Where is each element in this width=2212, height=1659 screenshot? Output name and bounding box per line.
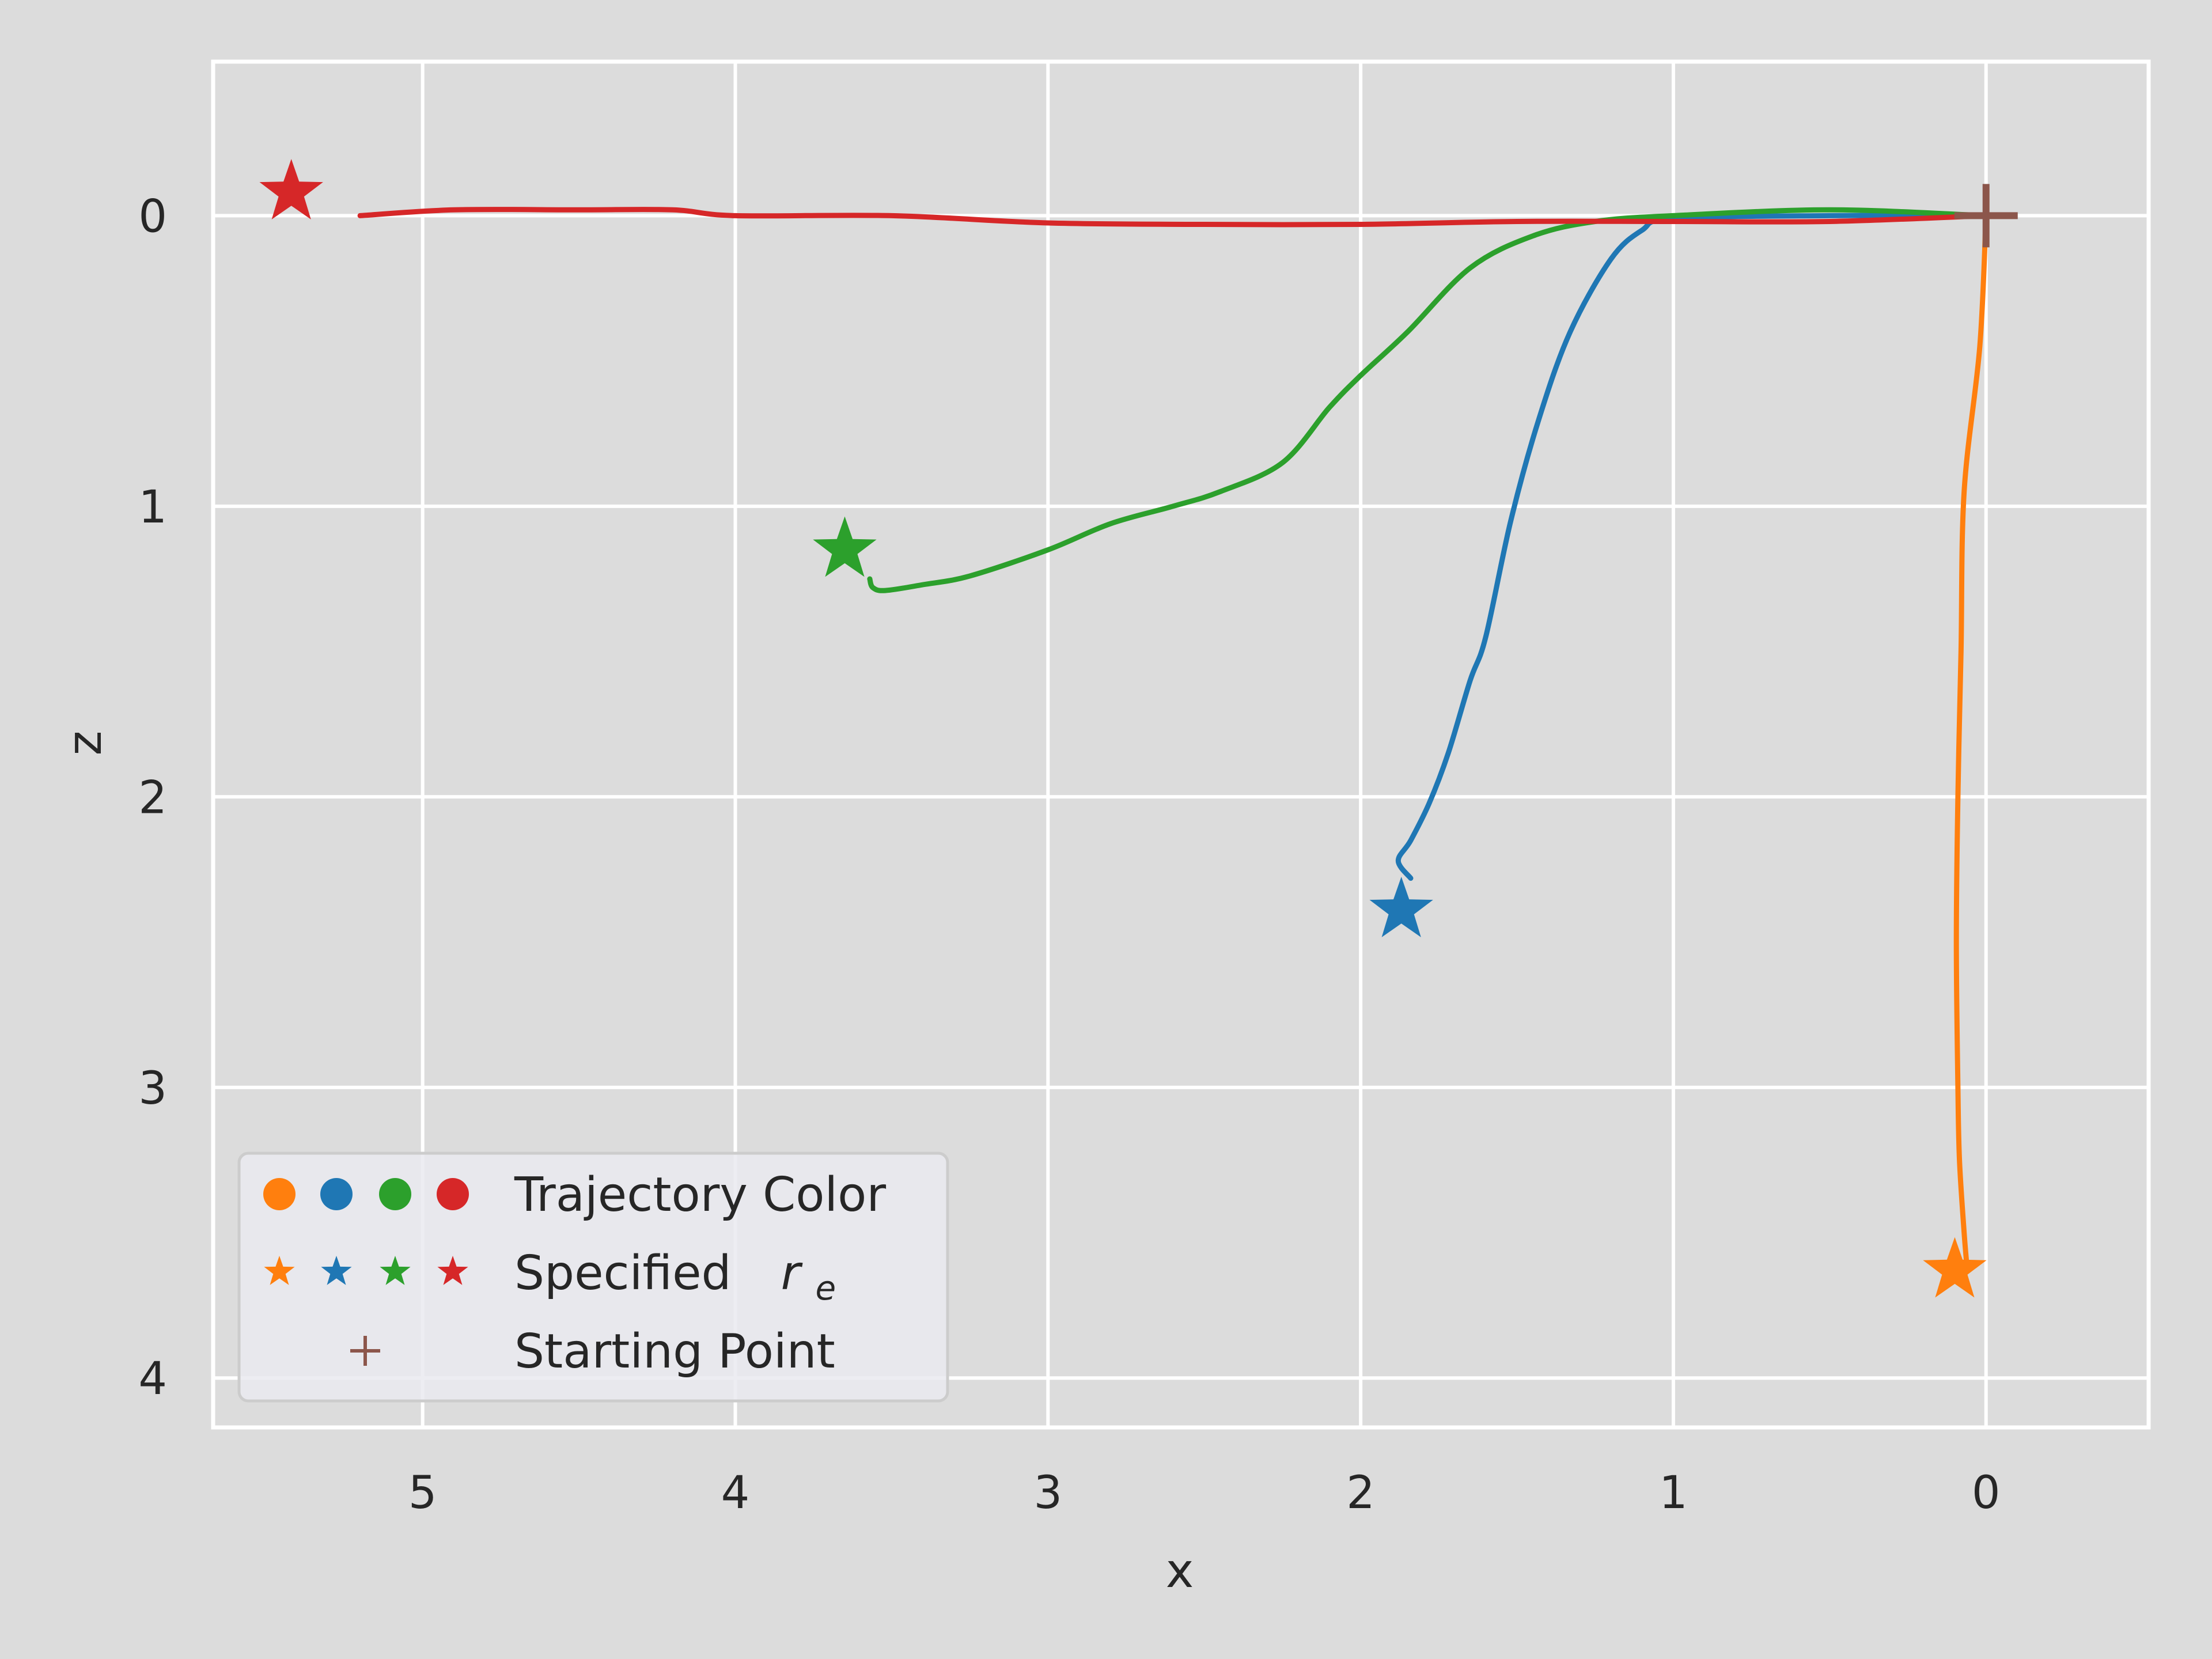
legend-target-symbol: r [781,1246,803,1301]
legend: Trajectory Color Specified r e Starting … [237,1152,949,1403]
y-tick-label: 3 [138,1063,167,1115]
target-star-1 [1923,1237,1987,1298]
y-axis-label: z [58,730,112,755]
x-axis-label: x [1166,1544,1194,1599]
x-tick-label: 4 [721,1467,750,1519]
target-star-2 [1369,877,1433,937]
target-star-3 [813,516,877,577]
legend-star-2 [321,1256,352,1285]
legend-star-3 [380,1256,411,1285]
trajectories [357,207,1989,1274]
x-tick-label: 2 [1346,1467,1375,1519]
target-star-4 [259,159,323,219]
x-tick-label: 5 [408,1467,437,1519]
legend-dot-3 [379,1178,411,1210]
legend-trajectory-label: Trajectory Color [514,1168,886,1222]
starting-point-marker [1954,184,2018,248]
legend-start-label: Starting Point [514,1324,835,1379]
legend-start-marker [350,1336,380,1366]
y-tick-label: 1 [138,482,167,533]
target-markers [259,159,1987,1298]
y-tick-label: 2 [138,772,167,824]
y-tick-labels: 0 1 2 3 4 [138,191,167,1405]
x-tick-label: 0 [1972,1467,2001,1519]
trajectory-line-3 [867,207,1989,593]
trajectory-line-1 [1953,213,1989,1274]
legend-star-4 [437,1256,468,1285]
x-tick-labels: 5 4 3 2 1 0 [408,1467,2001,1519]
y-tick-label: 4 [138,1353,167,1405]
legend-target-subscript: e [815,1268,836,1308]
x-tick-label: 3 [1033,1467,1062,1519]
legend-target-stars [264,1256,468,1285]
legend-trajectory-dots [263,1178,469,1210]
legend-dot-1 [263,1178,296,1210]
trajectory-line-4 [357,207,1989,228]
y-tick-label: 0 [138,191,167,243]
legend-dot-2 [320,1178,353,1210]
legend-target-text: Specified [514,1246,732,1301]
legend-box [237,1152,949,1403]
legend-dot-4 [437,1178,469,1210]
legend-star-1 [264,1256,295,1285]
legend-target-label: Specified r e [514,1246,836,1308]
x-tick-label: 1 [1659,1467,1688,1519]
trajectory-line-2 [1395,213,1989,881]
